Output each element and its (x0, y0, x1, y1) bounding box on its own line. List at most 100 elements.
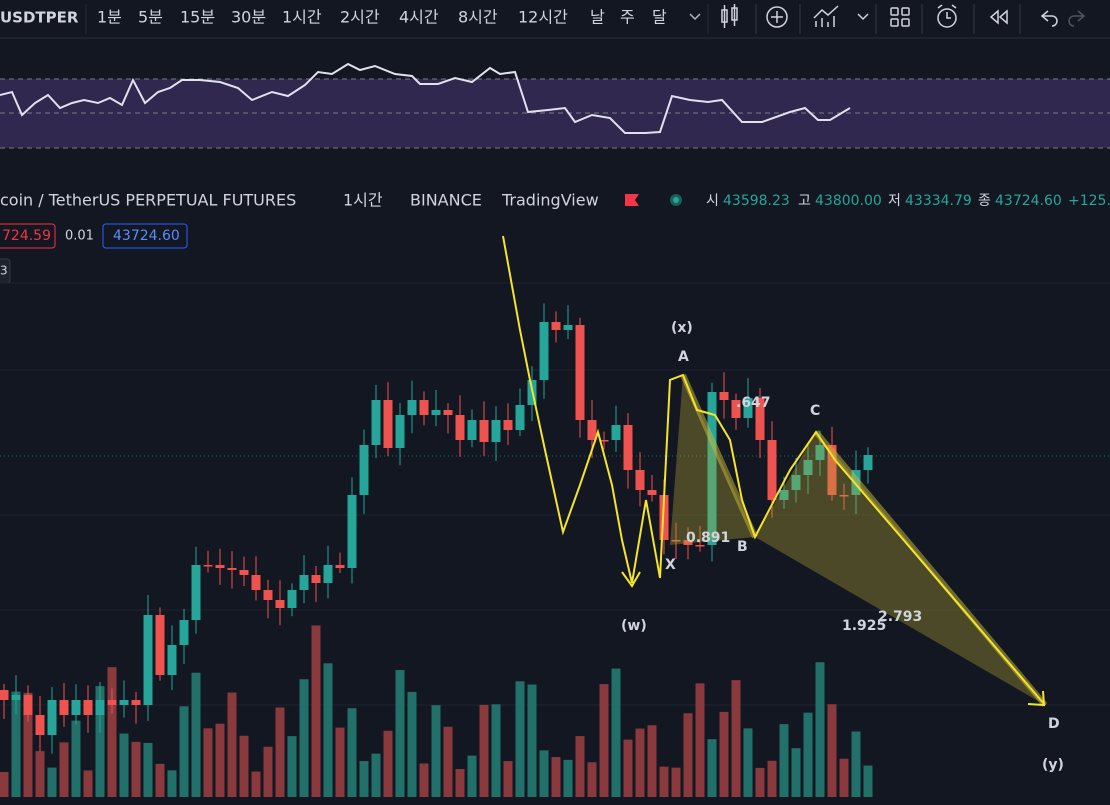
candle-body (275, 600, 285, 608)
flag-icon[interactable] (625, 194, 639, 206)
volume-bar (779, 724, 789, 797)
candle-body (299, 575, 309, 590)
candle-body (131, 700, 141, 705)
legend-interval: 1시간 (343, 191, 383, 210)
toolbar-icons (721, 4, 1086, 34)
candle-body (479, 420, 489, 442)
candle-body (203, 565, 213, 567)
interval-button[interactable]: 2시간 (340, 8, 380, 27)
interval-button[interactable]: 달 (652, 8, 667, 27)
candle-body (311, 575, 321, 583)
point-label: X (665, 557, 676, 573)
interval-button[interactable]: 8시간 (458, 8, 498, 27)
replay-icon[interactable] (989, 9, 1008, 25)
volume-bar (491, 704, 501, 797)
ask-box[interactable] (102, 223, 188, 249)
volume-bar (827, 704, 837, 797)
volume-bar (23, 692, 33, 797)
interval-button[interactable]: 1시간 (282, 8, 322, 27)
candle-body (191, 565, 201, 620)
exchange: BINANCE (410, 191, 482, 210)
chevron[interactable] (689, 13, 701, 21)
candle-body (263, 590, 273, 600)
candle-body (11, 695, 21, 700)
candle-body (623, 425, 633, 470)
candle-body (719, 392, 729, 400)
interval-button[interactable]: 30분 (231, 8, 266, 27)
candle-body (0, 690, 9, 700)
redo-icon[interactable] (1068, 10, 1086, 27)
alert-icon[interactable] (937, 4, 957, 28)
chevron[interactable] (857, 13, 869, 21)
volume-bar (743, 728, 753, 797)
volume-bar (131, 741, 141, 797)
volume-bar (359, 761, 369, 797)
candle-body (815, 445, 825, 460)
volume (0, 625, 873, 797)
interval-button[interactable]: 4시간 (399, 8, 439, 27)
candle-body (635, 470, 645, 490)
candle-body (371, 400, 381, 445)
candle-body (107, 700, 117, 705)
indicators-icon[interactable] (813, 5, 839, 27)
rsi-line (0, 62, 851, 134)
volume-bar (851, 731, 861, 797)
volume-bar (527, 684, 537, 797)
ohlc-value: 43800.00 (815, 193, 882, 209)
volume-bar (563, 759, 573, 797)
interval-button[interactable]: 12시간 (518, 8, 568, 27)
ohlc-value: 43334.79 (905, 193, 972, 209)
volume-bar (803, 712, 813, 797)
bid-price: 724.59 (2, 228, 51, 244)
symbol[interactable]: USDTPER (0, 9, 79, 27)
interval-button[interactable]: 5분 (138, 8, 163, 27)
candle-icon[interactable] (721, 4, 738, 28)
volume-bar (191, 672, 201, 797)
volume-bar (47, 767, 57, 797)
volume-bar (659, 766, 669, 797)
candle-body (395, 415, 405, 448)
count: 3 (0, 264, 8, 278)
candle-body (347, 495, 357, 568)
bid-box[interactable] (0, 223, 56, 249)
candle-body (551, 322, 561, 330)
volume-bar (755, 767, 765, 797)
pattern-fill (670, 375, 1045, 705)
candle-body (779, 490, 789, 500)
wave-label: (x) (671, 320, 693, 336)
ratio-label: 2.793 (878, 609, 922, 625)
grid (0, 282, 1110, 706)
add-indicator-icon[interactable] (766, 6, 788, 28)
layout-icon[interactable] (890, 7, 910, 27)
volume-bar (275, 707, 285, 797)
candle-body (611, 425, 621, 440)
candle-body (467, 420, 477, 440)
ohlc-group: 시 43598.23 고 43800.00 저 43334.79 종 43724.60 (706, 193, 1062, 209)
interval-button[interactable]: 1분 (97, 8, 122, 27)
candle-body (227, 568, 237, 570)
candle-body (179, 620, 189, 645)
interval-button[interactable]: 15분 (180, 8, 215, 27)
volume-bar (59, 742, 69, 797)
wave-label: (w) (621, 618, 647, 634)
volume-bar (347, 708, 357, 797)
volume-bar (671, 767, 681, 797)
volume-bar (395, 669, 405, 797)
undo-icon[interactable] (1040, 10, 1058, 27)
candle-body (83, 700, 93, 715)
volume-bar (407, 691, 417, 797)
volume-bar (695, 683, 705, 797)
point-label: A (678, 349, 689, 365)
interval-button[interactable]: 날 (590, 8, 605, 27)
candle-body (359, 445, 369, 495)
volume-bar (791, 748, 801, 797)
volume-bar (719, 711, 729, 797)
volume-bar (455, 769, 465, 797)
volume-bar (299, 679, 309, 797)
ohlc-key: 저 (888, 193, 901, 209)
ohlc-key: 고 (798, 193, 811, 209)
candle-body (683, 540, 693, 545)
volume-bar (95, 686, 105, 797)
interval-button[interactable]: 주 (620, 8, 635, 27)
candle-body (599, 440, 609, 442)
